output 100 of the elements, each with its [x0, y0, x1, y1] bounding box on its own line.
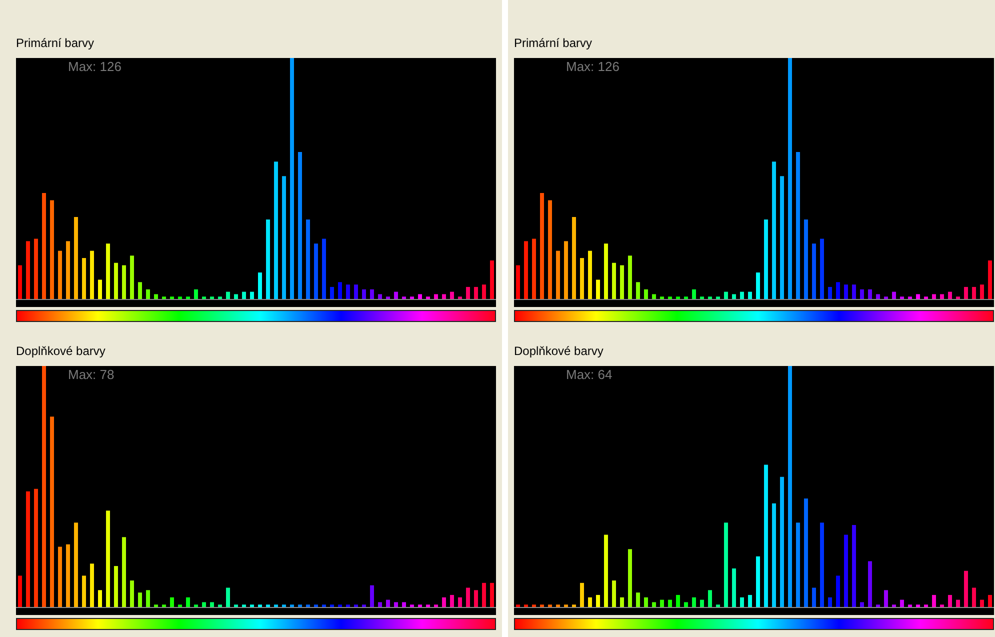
annotation: Max: 78: [68, 367, 114, 382]
bar: [988, 594, 992, 607]
bar: [620, 597, 624, 607]
bar: [700, 600, 704, 607]
bar: [74, 217, 78, 299]
bar: [548, 200, 552, 299]
bar: [18, 576, 22, 607]
bar: [620, 265, 624, 299]
bar: [394, 292, 398, 299]
bar: [154, 294, 158, 299]
bar: [644, 597, 648, 607]
bar: [676, 594, 680, 607]
annotation: Max: 64: [566, 367, 612, 382]
bar: [604, 244, 608, 299]
bar: [844, 284, 848, 299]
bar: [604, 534, 608, 607]
bar: [210, 602, 214, 607]
bar: [836, 576, 840, 607]
bar: [804, 219, 808, 299]
bar: [466, 588, 470, 607]
bar: [828, 286, 832, 299]
bar: [796, 152, 800, 299]
bar: [250, 292, 254, 299]
bar: [852, 525, 856, 607]
bar: [394, 602, 398, 607]
bar: [628, 549, 632, 607]
bar: [98, 280, 102, 299]
bar: [892, 292, 896, 299]
bar: [636, 592, 640, 607]
bar: [482, 284, 486, 299]
bar: [298, 152, 302, 299]
bar: [748, 292, 752, 299]
bar: [916, 294, 920, 299]
bar: [82, 258, 86, 299]
bar: [732, 294, 736, 299]
bar: [692, 289, 696, 299]
bar: [724, 292, 728, 299]
bar: [106, 510, 110, 607]
bar: [450, 594, 454, 607]
bar: [588, 597, 592, 607]
bar: [580, 258, 584, 299]
bar: [948, 594, 952, 607]
bar: [434, 294, 438, 299]
bar: [820, 238, 824, 299]
bar: [820, 522, 824, 607]
bar: [322, 238, 326, 299]
bar: [876, 294, 880, 299]
bar: [900, 600, 904, 607]
bar: [540, 192, 544, 299]
bar: [418, 294, 422, 299]
bar: [596, 594, 600, 607]
bar: [572, 217, 576, 299]
bar: [466, 286, 470, 299]
bar: [788, 58, 792, 299]
bar: [868, 289, 872, 299]
bar: [828, 597, 832, 607]
bar: [788, 366, 792, 607]
bar: [122, 537, 126, 607]
bar: [370, 289, 374, 299]
bar: [330, 286, 334, 299]
bar: [66, 544, 70, 607]
bar: [756, 272, 760, 299]
bar: [18, 265, 22, 299]
bar: [644, 289, 648, 299]
bar: [780, 176, 784, 299]
bar: [812, 244, 816, 299]
bar: [812, 588, 816, 607]
bar: [90, 564, 94, 607]
bar: [532, 238, 536, 299]
bar: [346, 284, 350, 299]
bar: [868, 561, 872, 607]
bar: [266, 219, 270, 299]
bar: [860, 289, 864, 299]
bar: [26, 241, 30, 299]
bar: [42, 192, 46, 299]
bar: [732, 568, 736, 607]
bar: [442, 294, 446, 299]
bar: [748, 594, 752, 607]
bar: [26, 491, 30, 607]
bar: [780, 476, 784, 607]
bar: [852, 284, 856, 299]
bar: [692, 597, 696, 607]
bar: [964, 286, 968, 299]
bar: [138, 282, 142, 299]
chart-title: Primární barvy: [514, 35, 594, 52]
bar: [740, 597, 744, 607]
bar: [796, 522, 800, 607]
bar: [972, 588, 976, 607]
bar: [106, 244, 110, 299]
bar: [234, 294, 238, 299]
bar: [90, 250, 94, 299]
bar: [338, 282, 342, 299]
bar: [354, 284, 358, 299]
bar: [226, 292, 230, 299]
bar: [652, 602, 656, 607]
bar: [940, 294, 944, 299]
bar: [684, 602, 688, 607]
bar: [82, 576, 86, 607]
bar: [450, 292, 454, 299]
bar: [314, 244, 318, 299]
